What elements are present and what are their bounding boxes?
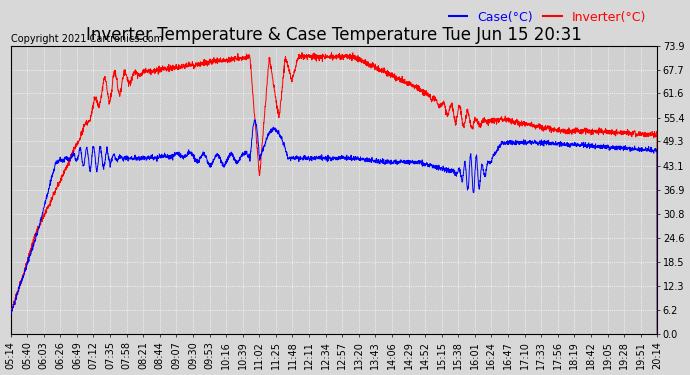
Legend: Case(°C), Inverter(°C): Case(°C), Inverter(°C): [444, 6, 651, 28]
Title: Inverter Temperature & Case Temperature Tue Jun 15 20:31: Inverter Temperature & Case Temperature …: [86, 26, 582, 44]
Text: Copyright 2021 Cartronics.com: Copyright 2021 Cartronics.com: [10, 34, 163, 44]
